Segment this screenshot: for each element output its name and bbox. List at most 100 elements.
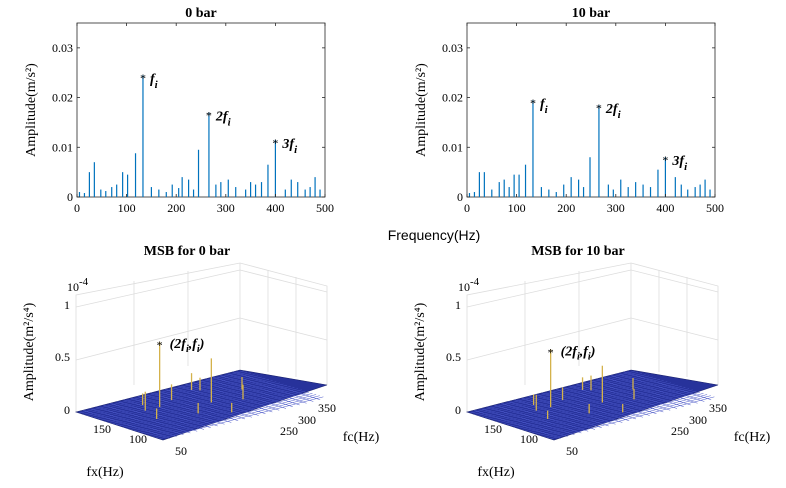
chart-title-0bar: 0 bar: [185, 6, 217, 21]
spectrum-0bar-panel: 0 bar * fi* 2fi* 3fi 0 100 200 300 400 500 00.01…: [24, 6, 334, 215]
floor-grid-line: [550, 396, 715, 440]
x-tick-label: 500: [706, 201, 724, 215]
z-exponent-10bar: 10-4: [458, 276, 480, 294]
floor-grid-line: [485, 375, 650, 419]
floor-grid-line: [488, 376, 653, 420]
floor-grid-line: [477, 373, 642, 416]
x-tick-label: 400: [656, 201, 674, 215]
floor-grid-line: [543, 394, 708, 437]
grid-3d-msb-0bar: [75, 262, 328, 412]
peak-markers-10bar: * fi * 2fi* 3fi: [530, 96, 688, 173]
fc-tick-300: 300: [689, 413, 707, 427]
floor-grid-line: [126, 386, 291, 429]
z-tick-1: 1: [455, 298, 461, 312]
floor-grid-line: [119, 383, 284, 427]
fx-axis-label-msb-0bar: fx(Hz): [86, 465, 124, 480]
grid-3d-msb-10bar: [466, 262, 719, 412]
floor-grid-line: [148, 393, 313, 436]
peak-label: fi: [540, 97, 549, 116]
spectrum-bars-10bar: [468, 100, 711, 197]
shared-x-axis-label: Frequency(Hz): [388, 227, 481, 243]
fx-axis-label-msb-10bar: fx(Hz): [477, 465, 515, 480]
y-tick-label: 0: [67, 190, 73, 204]
floor-grid-line: [86, 373, 251, 416]
z-tick-1: 1: [64, 298, 70, 312]
floor-grid-line: [474, 372, 639, 415]
x-tick-label: 300: [217, 201, 235, 215]
msb-10bar-panel: MSB for 10 bar * (2fi,fi) 0 0.5 1 150 100…: [413, 244, 771, 480]
x-ticks-10bar: 0 100 200 300 400 500: [464, 23, 724, 215]
z-axis-label-msb-0bar: Amplitude(m²/s⁴): [22, 302, 37, 401]
peak-label: fi: [150, 72, 159, 91]
floor-grid-line: [141, 390, 306, 434]
floor-grid-line: [517, 386, 682, 429]
fc-tick-250: 250: [280, 424, 298, 438]
fc-axis-label-msb-10bar: fc(Hz): [734, 430, 771, 445]
floor-grid-line: [108, 380, 273, 423]
y-tick-label: 0.02: [442, 91, 463, 105]
floor-grid-line: [524, 388, 690, 431]
fc-tick-300: 300: [298, 413, 316, 427]
peak-star-marker: *: [662, 153, 668, 167]
z-axis-label-msb-10bar: Amplitude(m²/s⁴): [413, 302, 428, 401]
floor-grid-line: [123, 384, 288, 428]
y-axis-label-0bar: Amplitude(m/s²): [24, 63, 39, 157]
floor-grid-line: [546, 395, 711, 438]
y-ticks-0bar: 0 0.01 0.02 0.03: [52, 41, 325, 204]
msb-0bar-panel: MSB for 0 bar * (2fi,fi) 0 0.5 1 150 100 …: [22, 244, 380, 480]
floor-grid-line: [510, 383, 675, 427]
floor-grid-line: [112, 381, 277, 424]
msb-ticks-10bar: 0 0.5 1 150 100 50 250 300 350: [446, 298, 727, 458]
floor-grid-line: [101, 377, 266, 421]
x-tick-label: 400: [266, 201, 284, 215]
floor-grid-line: [79, 370, 244, 414]
floor-grid-line: [503, 381, 668, 424]
x-tick-label: 200: [167, 201, 185, 215]
floor-grid-line: [539, 393, 704, 436]
z-tick-0: 0: [455, 403, 461, 417]
msb-peak-star: *: [157, 338, 163, 352]
y-tick-label: 0: [457, 190, 463, 204]
msb-peak-star: *: [548, 345, 554, 359]
y-tick-label: 0.03: [442, 41, 463, 55]
floor-grid-line: [532, 390, 697, 434]
peak-label: 3fi: [671, 154, 688, 173]
fx-tick-100: 100: [520, 432, 538, 446]
fx-tick-150: 150: [484, 422, 502, 436]
peak-label: 2fi: [215, 109, 232, 128]
x-tick-label: 0: [464, 201, 470, 215]
floor-grid-line: [470, 370, 635, 414]
y-ticks-10bar: 0 0.01 0.02 0.03: [442, 41, 715, 204]
msb-stems-0bar: * (2fi,fi): [141, 337, 244, 419]
msb-ticks-0bar: 0 0.5 1 150 100 50 250 300 350: [55, 298, 336, 458]
msb-peak-label: (2fi,fi): [170, 337, 205, 355]
floor-grid-line: [152, 394, 317, 437]
spectrum-bars-0bar: [78, 75, 321, 197]
fc-tick-250: 250: [671, 424, 689, 438]
z-tick-0: 0: [64, 403, 70, 417]
x-tick-label: 100: [118, 201, 136, 215]
x-tick-label: 500: [316, 201, 334, 215]
floor-grid-line: [83, 372, 248, 415]
floor-grid-line: [94, 375, 259, 419]
z-tick-0.5: 0.5: [446, 350, 461, 364]
peak-star-marker: *: [206, 108, 212, 122]
msb-peak-label: (2fi,fi): [561, 344, 596, 362]
fc-tick-350: 350: [318, 401, 336, 415]
floor-grid-line: [481, 374, 646, 417]
floor-grid-line: [521, 387, 686, 430]
floor-grid-line: [144, 391, 309, 435]
peak-star-marker: *: [596, 101, 602, 115]
floor-grid-line: [535, 391, 700, 435]
msb-floor-grid-10bar: [470, 370, 715, 440]
fc-axis-label-msb-0bar: fc(Hz): [343, 430, 380, 445]
floor-grid-line: [492, 377, 657, 421]
floor-grid-line: [499, 380, 664, 423]
fx-tick-100: 100: [129, 432, 147, 446]
floor-grid-line: [506, 382, 671, 426]
chart-title-10bar: 10 bar: [572, 6, 611, 21]
y-tick-label: 0.01: [52, 140, 73, 154]
fx-tick-150: 150: [93, 422, 111, 436]
y-tick-label: 0.03: [52, 41, 73, 55]
